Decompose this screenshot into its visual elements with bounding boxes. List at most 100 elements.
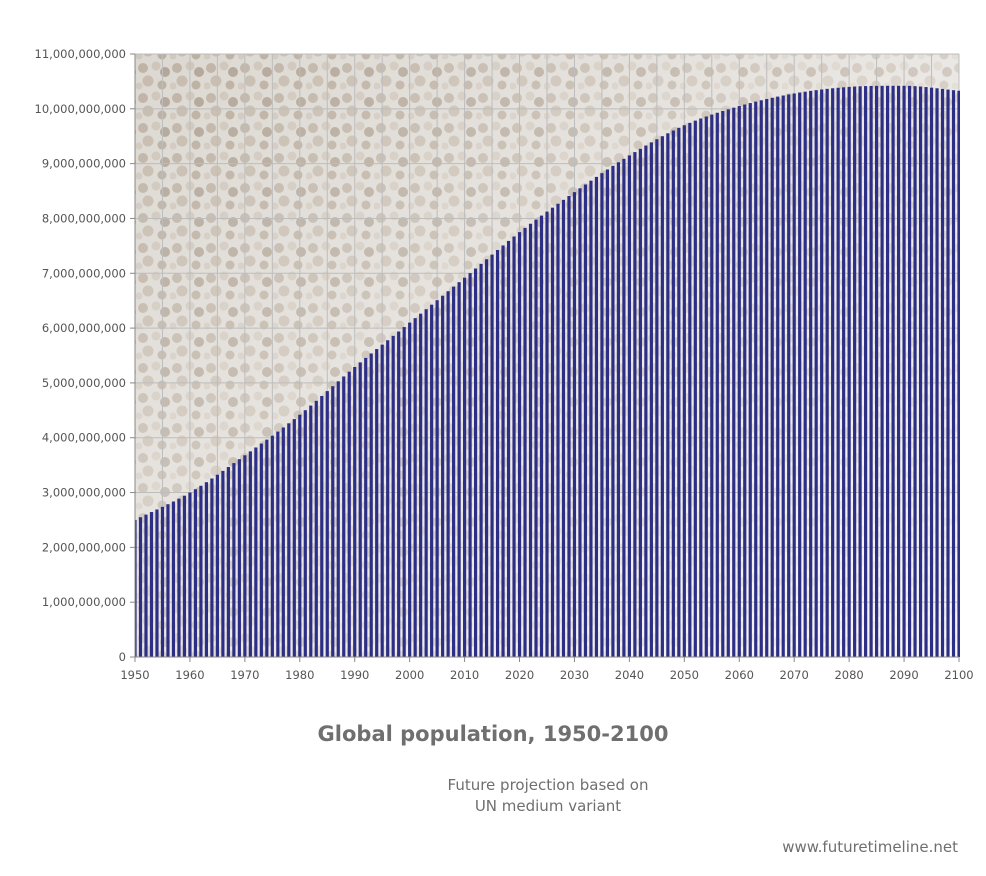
- x-tick-label: 1960: [175, 668, 204, 682]
- x-tick-label: 2060: [725, 668, 754, 682]
- bar-2010: [463, 277, 467, 657]
- bar-2037: [611, 165, 615, 658]
- bar-1996: [386, 340, 390, 657]
- bar-2094: [924, 87, 928, 657]
- bar-1956: [166, 504, 170, 657]
- bar-1953: [149, 512, 154, 657]
- chart-title: Global population, 1950-2100: [317, 722, 669, 746]
- bar-2096: [935, 88, 939, 657]
- bar-1964: [210, 478, 214, 657]
- bar-2098: [946, 89, 950, 658]
- bar-2069: [787, 94, 791, 657]
- bar-2045: [655, 139, 659, 657]
- bar-2058: [726, 109, 730, 658]
- y-tick-label: 6,000,000,000: [42, 321, 126, 335]
- bar-1990: [353, 367, 357, 657]
- bar-2087: [885, 85, 890, 657]
- bar-1981: [303, 410, 307, 657]
- bar-2012: [473, 268, 478, 657]
- bar-2005: [435, 300, 439, 657]
- bar-2007: [446, 291, 450, 657]
- bar-2044: [649, 142, 653, 657]
- bar-2052: [693, 120, 697, 657]
- bar-2081: [853, 86, 857, 658]
- bar-1984: [320, 395, 324, 657]
- y-tick-label: 8,000,000,000: [42, 211, 126, 225]
- y-tick-label: 5,000,000,000: [42, 376, 126, 390]
- bar-2047: [666, 133, 670, 657]
- bar-1959: [182, 495, 187, 657]
- x-tick-label: 2040: [615, 668, 644, 682]
- y-tick-label: 1,000,000,000: [42, 595, 126, 609]
- bar-2042: [638, 148, 642, 657]
- bar-2095: [929, 87, 934, 658]
- y-tick-label: 3,000,000,000: [42, 486, 126, 500]
- bar-2039: [622, 158, 626, 657]
- bar-2091: [907, 85, 912, 657]
- bar-2021: [523, 227, 527, 658]
- bar-1980: [298, 414, 302, 657]
- bar-2022: [528, 223, 533, 657]
- chart-svg: 0 1,000,000,000 2,000,000,000 3,000,000,000…: [35, 47, 974, 682]
- x-tick-label: 2020: [505, 668, 534, 682]
- bar-1965: [215, 474, 219, 657]
- bar-2014: [484, 259, 489, 657]
- bar-2035: [600, 173, 604, 658]
- bar-1952: [144, 514, 148, 657]
- bar-2032: [583, 184, 588, 658]
- bar-1983: [314, 400, 318, 657]
- axes: [134, 54, 959, 658]
- bar-1955: [160, 506, 165, 657]
- y-tick-label: 9,000,000,000: [42, 157, 126, 171]
- bar-2017: [501, 245, 505, 658]
- bar-2034: [594, 176, 599, 657]
- bar-2040: [627, 155, 631, 657]
- bar-1968: [232, 463, 236, 657]
- bar-2070: [792, 93, 796, 657]
- bar-2057: [721, 111, 725, 657]
- bar-1988: [342, 376, 346, 657]
- bar-1972: [254, 447, 258, 657]
- y-tick-label: 11,000,000,000: [35, 47, 126, 61]
- bar-2100: [957, 90, 960, 658]
- bar-2089: [896, 85, 901, 657]
- bar-2030: [572, 192, 577, 657]
- bar-2068: [781, 95, 785, 657]
- bar-1987: [336, 381, 340, 657]
- x-tick-label: 2090: [889, 668, 918, 682]
- bar-2031: [578, 188, 582, 657]
- bar-1975: [270, 435, 274, 657]
- bar-1974: [265, 439, 269, 657]
- bar-1951: [138, 517, 143, 657]
- bar-2085: [875, 85, 879, 658]
- x-tick-label: 2010: [450, 668, 479, 682]
- bar-1999: [402, 327, 406, 657]
- source-url: www.futuretimeline.net: [782, 838, 958, 856]
- bar-1971: [248, 451, 252, 657]
- y-tick-label: 7,000,000,000: [42, 266, 126, 280]
- bar-2026: [550, 207, 555, 657]
- bar-2084: [869, 85, 873, 658]
- x-tick-label: 1990: [340, 668, 369, 682]
- bar-1969: [237, 459, 241, 657]
- bar-2046: [660, 136, 664, 657]
- bar-2050: [682, 125, 686, 658]
- bar-2036: [605, 169, 610, 658]
- x-tick-label: 2000: [395, 668, 424, 682]
- bar-2011: [468, 273, 472, 657]
- bar-1997: [391, 335, 395, 657]
- y-tick-label: 10,000,000,000: [35, 102, 126, 116]
- bar-2066: [770, 97, 774, 657]
- bar-1986: [331, 386, 335, 657]
- bar-2055: [710, 114, 714, 657]
- chart: 0 1,000,000,000 2,000,000,000 3,000,000,000…: [35, 47, 974, 682]
- x-tick-label: 2080: [834, 668, 863, 682]
- bar-2048: [671, 130, 675, 658]
- bar-1966: [221, 470, 225, 657]
- bar-2004: [430, 304, 434, 657]
- bar-2099: [951, 90, 956, 657]
- bar-2056: [715, 112, 719, 657]
- bar-2073: [809, 90, 813, 657]
- bar-2020: [517, 232, 522, 657]
- bar-1957: [171, 501, 176, 657]
